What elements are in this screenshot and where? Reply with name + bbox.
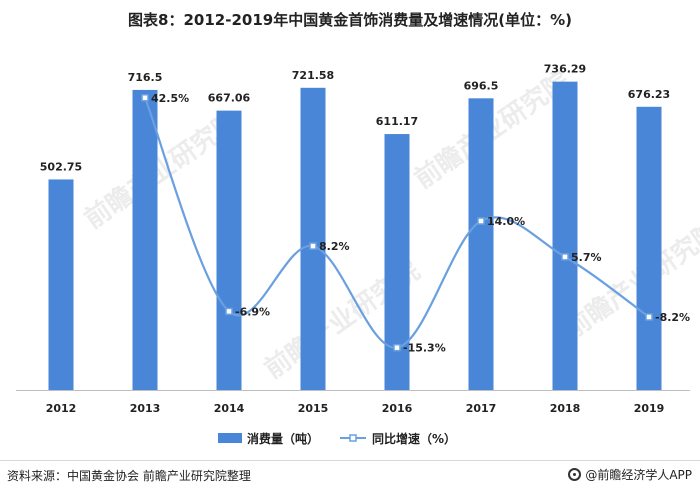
- bar-2019: [636, 106, 662, 391]
- x-tick-label-2012: 2012: [46, 402, 77, 415]
- bar-2012: [48, 179, 74, 390]
- bar-label-2019: 676.23: [628, 88, 670, 101]
- bar-label-2017: 696.5: [464, 79, 499, 92]
- growth-point-2013: [141, 94, 149, 102]
- bar-label-2012: 502.75: [40, 160, 82, 173]
- growth-label-2016: -15.3%: [403, 342, 446, 355]
- x-tick-label-2014: 2014: [214, 402, 245, 415]
- bar-2018: [552, 81, 578, 390]
- chart-area: 502.75 2012 716.5 2013 667.06 2014 721.58 2015 6…: [16, 63, 690, 446]
- chart-title: 图表8：2012-2019年中国黄金首饰消费量及增速情况(单位：%): [128, 11, 572, 29]
- growth-point-2015: [309, 242, 317, 250]
- bar-2017: [468, 98, 494, 391]
- x-tick-label-2013: 2013: [130, 402, 161, 415]
- growth-label-2017: 14.0%: [487, 215, 525, 228]
- bar-2015: [300, 87, 326, 390]
- growth-point-2016: [393, 343, 401, 352]
- growth-label-2015: 8.2%: [319, 240, 350, 253]
- legend-line-label: 同比增速（%）: [372, 431, 456, 446]
- legend-bar-label: 消费量（吨）: [247, 431, 319, 446]
- growth-label-2018: 5.7%: [571, 251, 602, 264]
- source-note: 资料来源：中国黄金协会 前瞻产业研究院整理: [7, 469, 251, 483]
- x-tick-label-2015: 2015: [298, 402, 329, 415]
- bar-label-2015: 721.58: [292, 69, 334, 82]
- x-tick-label-2019: 2019: [634, 402, 665, 415]
- growth-label-2014: -6.9%: [235, 305, 270, 318]
- brand-logo-icon: [568, 468, 582, 481]
- bar-2013: [132, 89, 158, 390]
- legend-line-marker: [349, 434, 357, 442]
- growth-rate-line: [143, 97, 650, 349]
- bar-2014: [216, 110, 242, 391]
- legend-bar-swatch: [218, 433, 242, 443]
- growth-label-2013: 42.5%: [151, 92, 189, 105]
- bar-label-2018: 736.29: [544, 63, 586, 76]
- x-tick-label-2016: 2016: [382, 402, 413, 415]
- bar-label-2014: 667.06: [208, 92, 251, 105]
- growth-point-2014: [225, 307, 233, 316]
- growth-label-2019: -8.2%: [655, 311, 690, 324]
- brand-credit: @前瞻经济学人APP: [568, 466, 692, 483]
- brand-text: @前瞻经济学人APP: [585, 468, 692, 482]
- growth-point-2017: [477, 217, 485, 225]
- growth-point-2018: [561, 253, 569, 261]
- x-tick-label-2018: 2018: [550, 402, 581, 415]
- growth-point-2019: [645, 313, 653, 321]
- bar-label-2013: 716.5: [128, 71, 163, 84]
- footer-divider: [0, 460, 700, 461]
- x-tick-label-2017: 2017: [466, 402, 497, 415]
- bar-label-2016: 611.17: [376, 115, 418, 128]
